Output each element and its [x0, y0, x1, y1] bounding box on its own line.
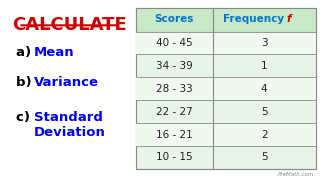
Text: Standard
Deviation: Standard Deviation — [34, 111, 106, 139]
FancyBboxPatch shape — [136, 123, 316, 146]
Text: 3: 3 — [261, 38, 268, 48]
Text: 10 - 15: 10 - 15 — [156, 152, 193, 162]
FancyBboxPatch shape — [136, 8, 316, 169]
Text: 40 - 45: 40 - 45 — [156, 38, 193, 48]
Text: PreMath.com: PreMath.com — [278, 172, 314, 177]
Text: f: f — [286, 14, 291, 24]
Text: 34 - 39: 34 - 39 — [156, 61, 193, 71]
Text: Mean: Mean — [34, 46, 74, 59]
Text: 22 - 27: 22 - 27 — [156, 107, 193, 117]
FancyBboxPatch shape — [136, 77, 316, 100]
Text: 1: 1 — [261, 61, 268, 71]
Text: 28 - 33: 28 - 33 — [156, 84, 193, 94]
Text: 2: 2 — [261, 130, 268, 140]
Text: a): a) — [16, 46, 36, 59]
Text: CALCULATE: CALCULATE — [12, 15, 127, 33]
Text: Scores: Scores — [155, 14, 194, 24]
FancyBboxPatch shape — [136, 31, 316, 54]
Text: b): b) — [16, 76, 36, 89]
Text: 16 - 21: 16 - 21 — [156, 130, 193, 140]
Text: 5: 5 — [261, 107, 268, 117]
Text: c): c) — [16, 111, 35, 124]
Text: 4: 4 — [261, 84, 268, 94]
FancyBboxPatch shape — [136, 8, 316, 32]
Text: Variance: Variance — [34, 76, 99, 89]
Text: 5: 5 — [261, 152, 268, 162]
Text: Frequency: Frequency — [222, 14, 287, 24]
